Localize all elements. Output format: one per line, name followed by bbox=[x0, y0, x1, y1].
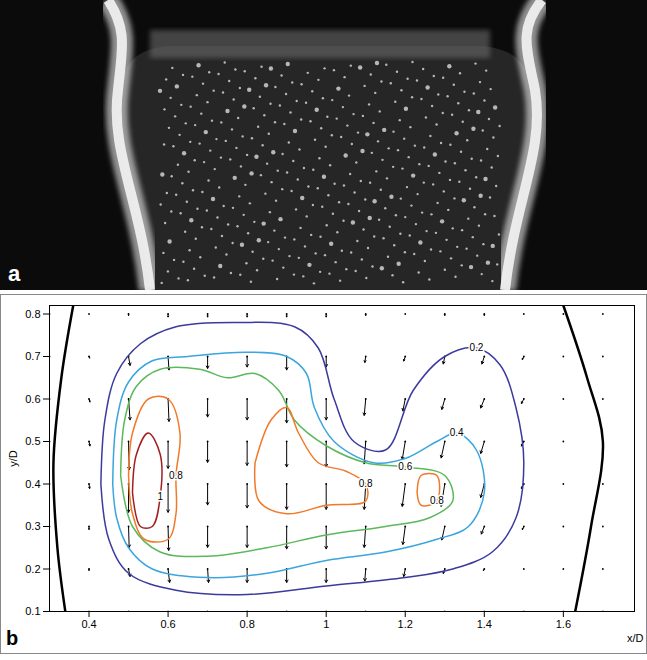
svg-text:0.6: 0.6 bbox=[398, 461, 412, 472]
svg-text:y/D: y/D bbox=[7, 450, 19, 467]
svg-text:0.4: 0.4 bbox=[450, 427, 464, 438]
svg-text:1.2: 1.2 bbox=[398, 618, 413, 630]
svg-text:0.8: 0.8 bbox=[430, 495, 444, 506]
svg-text:0.8: 0.8 bbox=[169, 470, 183, 481]
svg-text:0.2: 0.2 bbox=[469, 342, 483, 353]
svg-text:0.4: 0.4 bbox=[81, 618, 96, 630]
svg-text:0.8: 0.8 bbox=[359, 478, 373, 489]
svg-text:1.6: 1.6 bbox=[556, 618, 571, 630]
svg-text:0.5: 0.5 bbox=[25, 435, 40, 447]
svg-text:0.8: 0.8 bbox=[239, 618, 254, 630]
svg-text:0.7: 0.7 bbox=[25, 350, 40, 362]
svg-text:0.6: 0.6 bbox=[160, 618, 175, 630]
svg-text:0.4: 0.4 bbox=[25, 478, 40, 490]
svg-text:0.6: 0.6 bbox=[25, 393, 40, 405]
svg-text:1.4: 1.4 bbox=[477, 618, 492, 630]
svg-text:1: 1 bbox=[157, 491, 163, 502]
html-text:b: b bbox=[6, 627, 19, 649]
svg-text:0.8: 0.8 bbox=[25, 308, 40, 320]
svg-text:0.2: 0.2 bbox=[25, 563, 40, 575]
svg-text:x/D: x/D bbox=[627, 632, 644, 644]
svg-text:0.1: 0.1 bbox=[25, 605, 40, 617]
svg-text:1: 1 bbox=[323, 618, 329, 630]
svg-text:0.3: 0.3 bbox=[25, 520, 40, 532]
svg-text:a: a bbox=[8, 261, 21, 286]
